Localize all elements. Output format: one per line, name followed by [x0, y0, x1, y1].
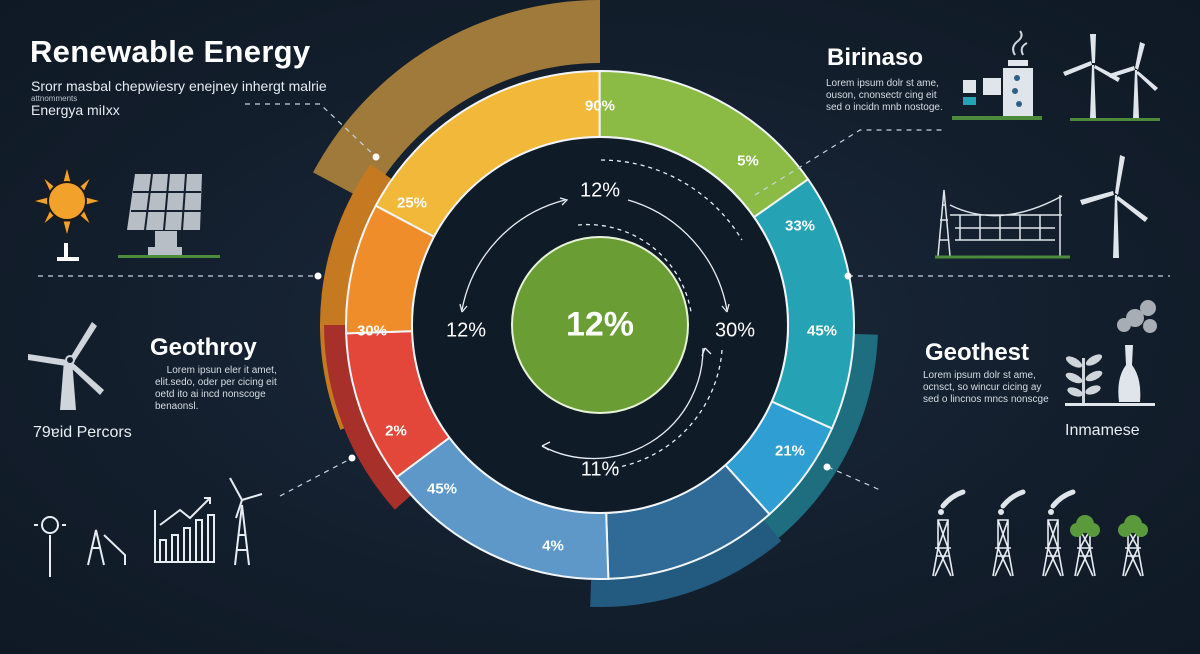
wind-turbine-icon [28, 322, 104, 410]
panel-title-geothest: Geothest [925, 339, 1030, 366]
pylon-icon [932, 489, 966, 577]
sun-icon [31, 165, 103, 261]
pylon-row [932, 489, 1148, 577]
tree-icon [1070, 515, 1100, 537]
factory-icon [952, 30, 1042, 120]
segment-label: 30% [356, 322, 388, 340]
segment-label: 4% [542, 537, 564, 555]
outer-band-gold [313, 0, 600, 202]
solar-panel-icon [118, 173, 220, 258]
segment-label: 33% [784, 217, 816, 235]
body-line: Lorem ipsun eler it amet, [166, 365, 277, 376]
panel-body-geothest: Lorem ipsum dolr st ame, ocnsct, so winc… [923, 370, 1049, 406]
segment-label: 45% [426, 480, 458, 498]
segment-label: 12% [445, 319, 487, 342]
body-line: elit.sedo, oder per cicing eit [155, 377, 277, 388]
panel-body-birinaso: Lorem ipsum dolr st ame, ouson, cnonsect… [826, 78, 943, 114]
caption-percors: 79ɐid Percors [33, 424, 132, 441]
leader-dots [314, 153, 852, 471]
panel-title-birinaso: Birinaso [827, 44, 924, 71]
bottom-left-icons [34, 477, 263, 577]
pylon-icon [234, 504, 250, 566]
panel-body-geothroy: Lorem ipsun eler it amet, elit.sedo, ode… [155, 365, 277, 413]
caption-inmamese: Inmamese [1065, 422, 1140, 439]
tree-icon [1118, 515, 1148, 537]
body-line: Lorem ipsum dolr st ame, [826, 78, 939, 89]
segment-label: 45% [806, 322, 838, 340]
panel-title-geothroy: Geothroy [150, 334, 257, 361]
center-label: 12% [565, 305, 635, 344]
segment-label: 30% [714, 319, 756, 342]
segment-label: 5% [737, 152, 759, 170]
body-line: benaonsl. [155, 401, 199, 412]
body-line: oetd ito ai incd nonscoge [155, 389, 266, 400]
body-line: ocnsct, so wincur cicing ay [923, 382, 1042, 393]
tiny-note: attnomments [31, 94, 78, 103]
power-line-icon [935, 189, 1070, 259]
arrow-arc [541, 347, 704, 460]
leader-lines [38, 103, 1170, 497]
cycle-arrows [459, 159, 743, 469]
pylon-icon [992, 489, 1026, 577]
subtitle-2: Energya miIxx [31, 102, 120, 118]
arrow-arc [627, 199, 728, 311]
subtitle: Srorr masbal chepwiesry enejney inhergt … [31, 78, 327, 94]
segment-label: 21% [774, 442, 806, 460]
page-title: Renewable Energy [30, 34, 311, 69]
center-circle [511, 236, 689, 414]
pylon-icon [1118, 515, 1148, 577]
vase-icon [1065, 300, 1157, 406]
outer-bands [313, 0, 878, 607]
body-line: sed o lincnos mncs nonscge [923, 394, 1049, 405]
wind-turbine-icon [1080, 155, 1148, 258]
sun-small-icon [41, 516, 59, 534]
segment-label: 25% [396, 194, 428, 212]
pylon-icon [1070, 515, 1100, 577]
pylon-icon [1042, 489, 1076, 577]
body-line: Lorem ipsum dolr st ame, [923, 370, 1036, 381]
outer-band-red [324, 325, 412, 510]
segment-label: 11% [580, 458, 620, 481]
pylon-icon [87, 529, 126, 566]
segment-label: 12% [579, 179, 621, 202]
body-line: sed o incidn mnb nostoge. [826, 102, 943, 113]
wind-turbine-icon [1063, 34, 1160, 121]
body-line: ouson, cnonsectr cing eit [826, 90, 937, 101]
arrow-arc [461, 199, 566, 311]
segment-label: 90% [584, 97, 616, 115]
segment-label: 2% [385, 422, 407, 440]
plant-icon [1065, 354, 1103, 403]
